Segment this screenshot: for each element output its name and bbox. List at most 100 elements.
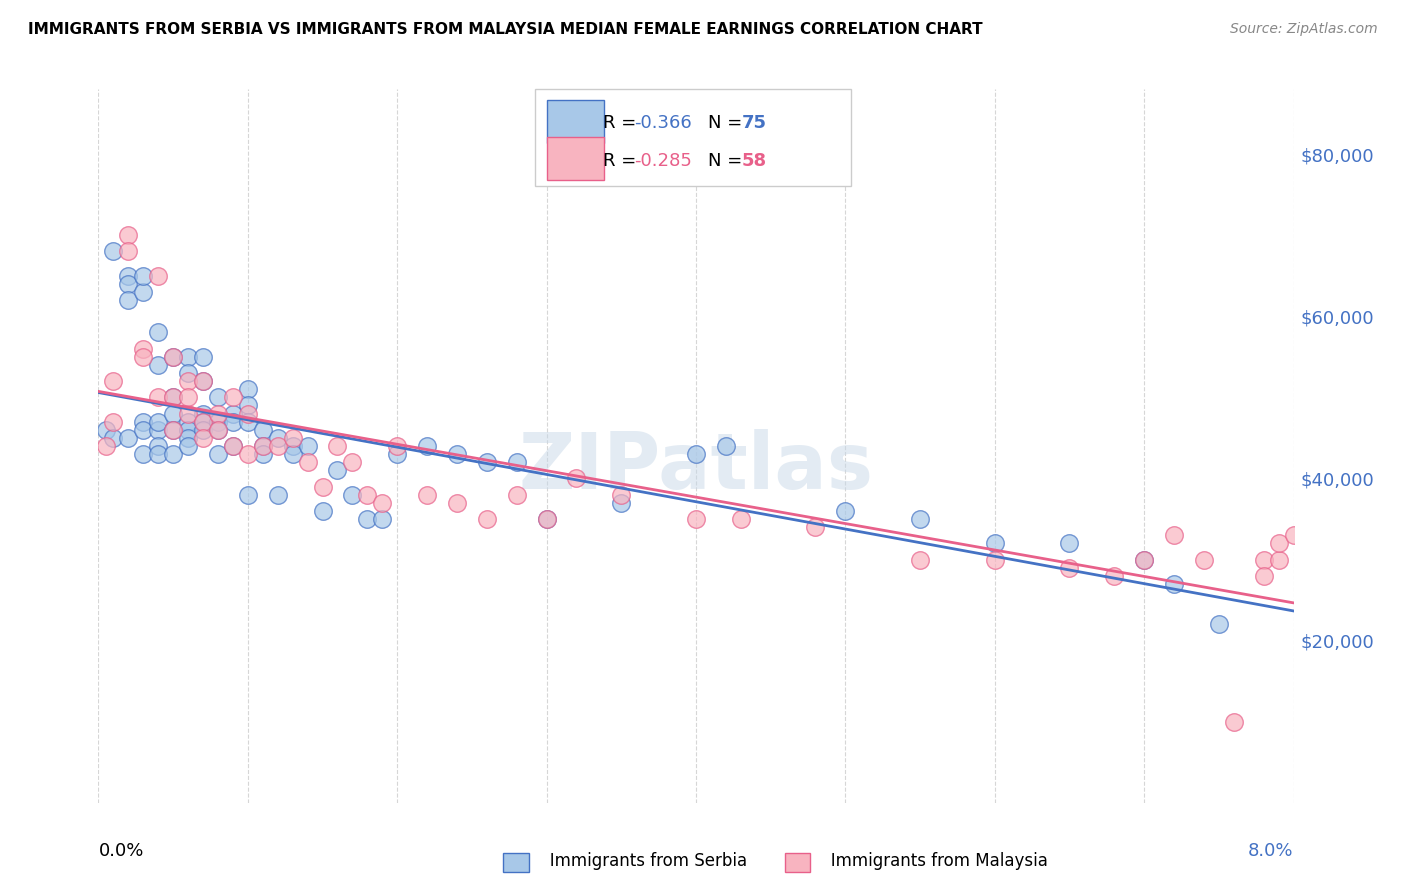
Point xyxy=(714,439,737,453)
Point xyxy=(132,342,155,356)
Point xyxy=(267,431,290,445)
Point xyxy=(132,268,155,283)
Point xyxy=(191,407,214,421)
Point xyxy=(236,382,259,396)
Point xyxy=(148,390,170,404)
Point xyxy=(1163,577,1185,591)
Point xyxy=(222,415,245,429)
Text: -0.366: -0.366 xyxy=(634,114,692,132)
Point xyxy=(475,455,498,469)
Point xyxy=(177,350,200,364)
Point xyxy=(177,407,200,421)
Point xyxy=(103,431,125,445)
Point xyxy=(222,439,245,453)
Point xyxy=(1163,528,1185,542)
Point xyxy=(610,496,633,510)
Point xyxy=(236,447,259,461)
Point xyxy=(536,512,558,526)
Point xyxy=(506,455,529,469)
Point xyxy=(177,439,200,453)
Point xyxy=(222,390,245,404)
Point xyxy=(730,512,752,526)
Point xyxy=(371,512,394,526)
Point xyxy=(117,277,139,291)
Text: R =: R = xyxy=(603,152,641,169)
Point xyxy=(191,415,214,429)
Point xyxy=(311,479,333,493)
Point xyxy=(416,488,439,502)
Point xyxy=(191,350,214,364)
Point xyxy=(207,447,229,461)
Point xyxy=(834,504,856,518)
Point xyxy=(162,447,184,461)
Text: Immigrants from Malaysia: Immigrants from Malaysia xyxy=(815,852,1049,870)
Point xyxy=(1208,617,1230,632)
Point xyxy=(297,455,319,469)
Point xyxy=(252,439,274,453)
Text: IMMIGRANTS FROM SERBIA VS IMMIGRANTS FROM MALAYSIA MEDIAN FEMALE EARNINGS CORREL: IMMIGRANTS FROM SERBIA VS IMMIGRANTS FRO… xyxy=(28,22,983,37)
Point xyxy=(177,390,200,404)
Point xyxy=(536,512,558,526)
Point xyxy=(148,423,170,437)
Point xyxy=(236,407,259,421)
Point xyxy=(94,439,117,453)
Point xyxy=(342,488,364,502)
Text: Immigrants from Serbia: Immigrants from Serbia xyxy=(534,852,748,870)
Point xyxy=(1133,552,1156,566)
Point xyxy=(191,431,214,445)
Point xyxy=(685,447,707,461)
Point xyxy=(326,463,349,477)
Point xyxy=(908,552,931,566)
Point xyxy=(177,423,200,437)
Point xyxy=(177,366,200,380)
Point xyxy=(132,423,155,437)
Point xyxy=(1059,560,1081,574)
Text: -0.285: -0.285 xyxy=(634,152,692,169)
Point xyxy=(984,552,1007,566)
Point xyxy=(356,488,378,502)
Point xyxy=(1059,536,1081,550)
Point xyxy=(132,415,155,429)
Point xyxy=(565,471,588,485)
Point xyxy=(148,326,170,340)
Point xyxy=(207,407,229,421)
Point xyxy=(685,512,707,526)
Point xyxy=(281,447,304,461)
Point xyxy=(610,488,633,502)
Point xyxy=(804,520,827,534)
Point xyxy=(1133,552,1156,566)
Text: 8.0%: 8.0% xyxy=(1249,842,1294,860)
Point xyxy=(191,423,214,437)
Point xyxy=(908,512,931,526)
Point xyxy=(222,407,245,421)
FancyBboxPatch shape xyxy=(534,89,852,186)
Point xyxy=(162,350,184,364)
Point xyxy=(94,423,117,437)
Point xyxy=(252,447,274,461)
Point xyxy=(281,439,304,453)
Point xyxy=(117,244,139,259)
Text: 75: 75 xyxy=(741,114,766,132)
Point xyxy=(148,358,170,372)
Point xyxy=(236,399,259,413)
Point xyxy=(148,268,170,283)
Point xyxy=(281,431,304,445)
Point xyxy=(506,488,529,502)
Text: Source: ZipAtlas.com: Source: ZipAtlas.com xyxy=(1230,22,1378,37)
Point xyxy=(162,390,184,404)
Point xyxy=(148,447,170,461)
Point xyxy=(1267,552,1289,566)
Point xyxy=(162,407,184,421)
Point xyxy=(416,439,439,453)
Point xyxy=(132,350,155,364)
Point xyxy=(385,439,409,453)
Point xyxy=(177,431,200,445)
Point xyxy=(207,423,229,437)
Point xyxy=(385,447,409,461)
Point xyxy=(984,536,1007,550)
Point xyxy=(191,374,214,388)
Point xyxy=(252,439,274,453)
Point xyxy=(162,350,184,364)
Point xyxy=(117,228,139,243)
Point xyxy=(326,439,349,453)
